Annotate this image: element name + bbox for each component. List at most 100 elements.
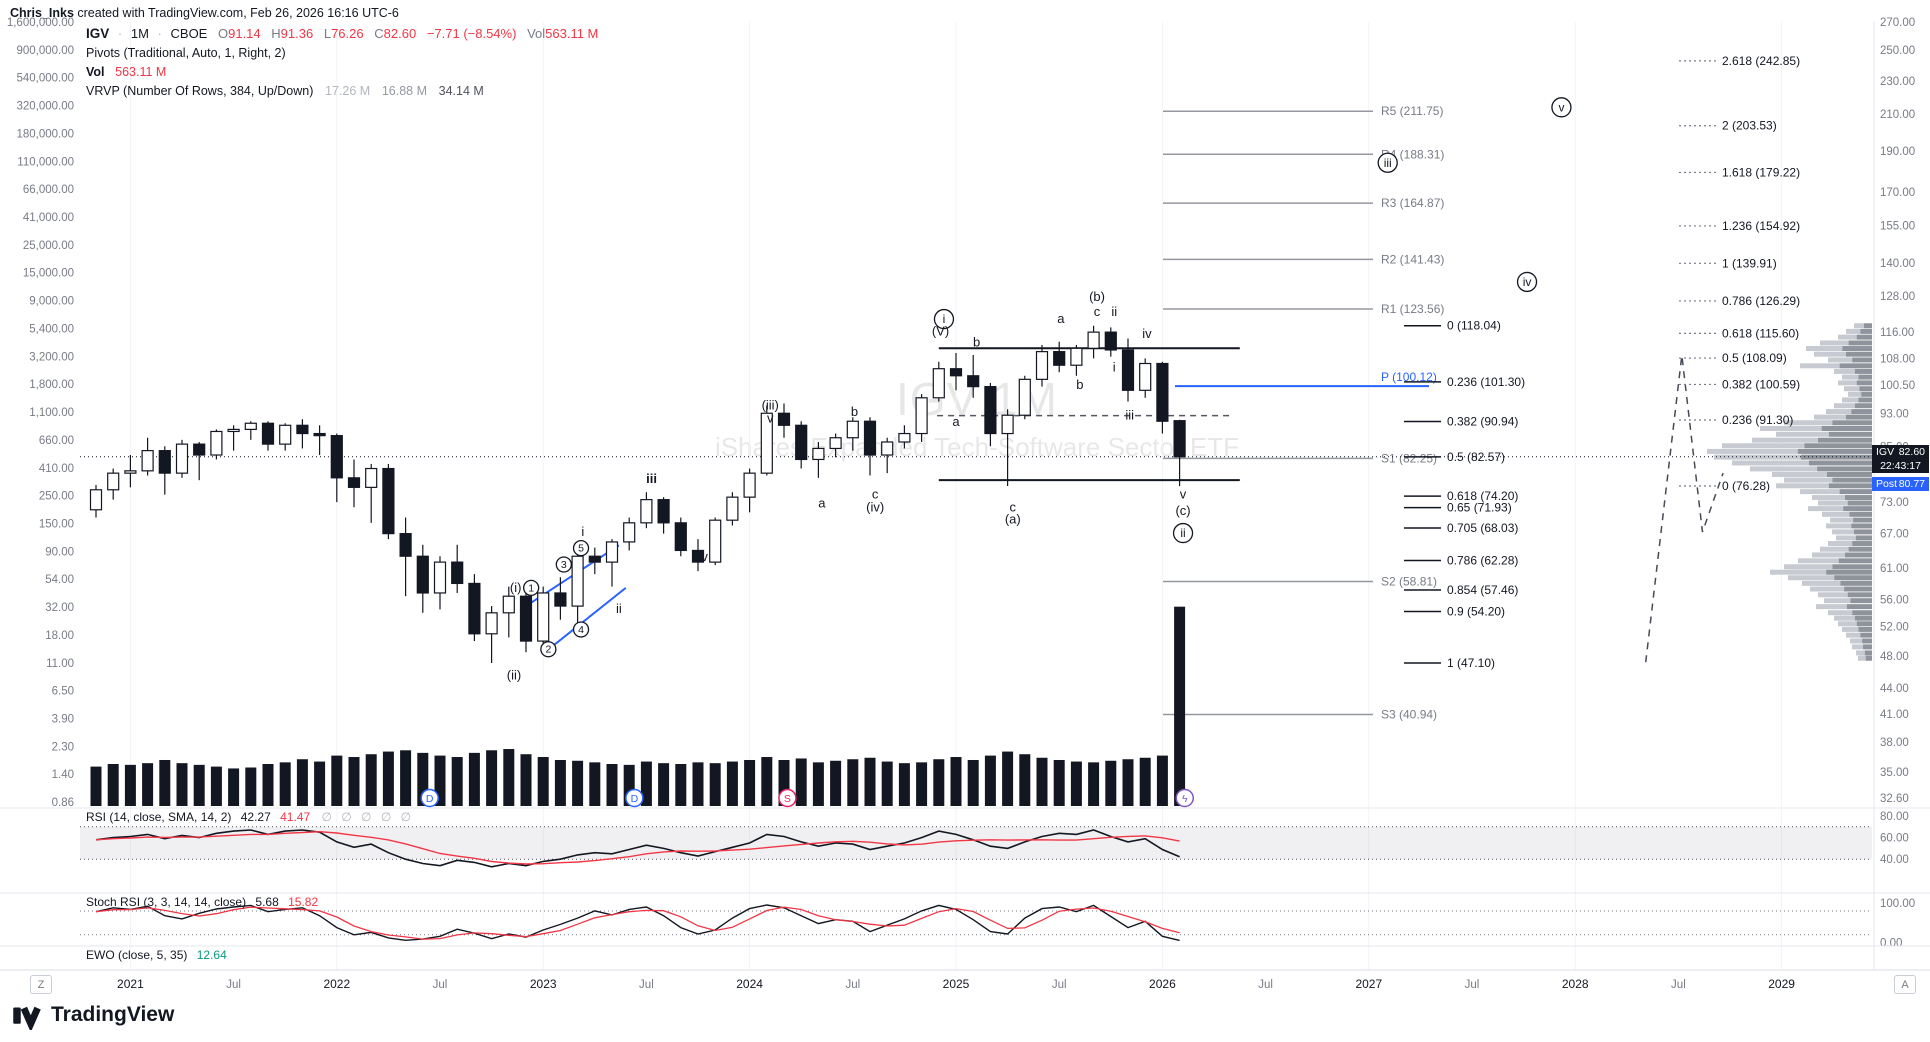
low-label: L	[323, 26, 332, 41]
interval-value[interactable]: 1M	[130, 26, 149, 41]
wave-label: ii	[1111, 304, 1117, 319]
vrvp-row	[1834, 403, 1855, 409]
time-axis-label: 2028	[1562, 977, 1589, 991]
volume-bar	[640, 761, 652, 806]
vrvp-row	[1846, 328, 1861, 334]
vrvp-row	[1832, 420, 1872, 426]
post-label: Post	[1876, 478, 1898, 490]
left-axis-label: 1,800.00	[29, 379, 74, 391]
symbol-legend: IGV · 1M · CBOE O91.14 H91.36 L76.26 C82…	[86, 24, 598, 100]
candle-body	[760, 412, 773, 474]
event-marker-letter: D	[426, 793, 434, 805]
wave-label: (i)	[510, 580, 522, 595]
candle-body	[898, 432, 911, 443]
wave-label-circle	[523, 579, 540, 597]
vrvp-row	[1845, 552, 1872, 558]
tradingview-logo-icon	[13, 1006, 41, 1030]
vrvp-row	[1832, 477, 1872, 483]
volume-bar	[726, 761, 738, 806]
left-axis-label: 3,200.00	[29, 351, 74, 363]
volume-bar	[245, 767, 257, 806]
high-value: 91.36	[280, 26, 314, 41]
volume-bar	[864, 757, 876, 806]
vrvp-row	[1854, 529, 1872, 535]
vrvp-row	[1830, 517, 1854, 523]
wave-label-circle	[1551, 97, 1572, 118]
candle-body	[915, 397, 928, 435]
candle-body	[485, 612, 498, 635]
candle-body	[967, 375, 980, 388]
rsi-label[interactable]: RSI (14, close, SMA, 14, 2)	[86, 810, 232, 824]
volume-bar	[1088, 762, 1100, 806]
stoch-rsi-label[interactable]: Stoch RSI (3, 3, 14, 14, close)	[86, 895, 247, 909]
left-axis-label: 540,000.00	[16, 73, 74, 85]
stoch-axis-label: 0.00	[1880, 938, 1902, 950]
post-market-badge[interactable]: Post 80.77	[1872, 477, 1929, 491]
right-axis-label: 270.00	[1880, 17, 1915, 29]
exchange-name[interactable]: CBOE	[170, 26, 208, 41]
ewo-label[interactable]: EWO (close, 5, 35)	[86, 948, 188, 962]
vrvp-row	[1842, 346, 1872, 352]
pivot-label: R1 (123.56)	[1381, 302, 1444, 316]
wave-label: (b)	[1089, 289, 1105, 304]
timezone-button[interactable]: Z	[30, 975, 52, 994]
vol-indicator-value: 563.11 M	[115, 65, 167, 79]
fib-ext-label: 0.236 (91.30)	[1722, 413, 1793, 427]
vrvp-row	[1800, 363, 1840, 369]
fib-ext-label: 0.5 (108.09)	[1722, 351, 1787, 365]
right-axis-label: 210.00	[1880, 109, 1915, 121]
rsi-line	[95, 829, 1180, 868]
candle-body	[726, 496, 739, 521]
symbol-name[interactable]: IGV	[86, 26, 110, 41]
vol-indicator-label[interactable]: Vol	[86, 65, 105, 79]
ewo-value: 12.64	[196, 948, 227, 962]
vrvp-row	[1828, 610, 1853, 616]
event-marker-letter: D	[631, 793, 639, 805]
candle-body	[1173, 420, 1186, 458]
left-axis-label: 11.00	[46, 658, 74, 670]
pivots-indicator-label[interactable]: Pivots (Traditional, Auto, 1, Right, 2)	[86, 46, 286, 60]
ewo-legend[interactable]: EWO (close, 5, 35) 12.64	[86, 948, 227, 962]
last-price-badge[interactable]: IGV 82.60	[1872, 445, 1929, 459]
tradingview-footer[interactable]: TradingView	[12, 1000, 174, 1030]
rsi-legend[interactable]: RSI (14, close, SMA, 14, 2) 42.27 41.47 …	[86, 810, 414, 824]
stoch-rsi-legend[interactable]: Stoch RSI (3, 3, 14, 14, close) 5.68 15.…	[86, 895, 318, 909]
wave-label: i	[581, 524, 584, 539]
vrvp-row	[1854, 323, 1864, 329]
wave-label: 2	[545, 644, 551, 656]
legend-row-vrvp[interactable]: VRVP (Number Of Rows, 384, Up/Down) 17.2…	[86, 81, 598, 100]
trend-channel-line	[544, 587, 627, 654]
volume-bar	[606, 764, 618, 806]
volume-bar	[916, 762, 928, 806]
wave-label-circle	[1516, 271, 1538, 293]
vrvp-indicator-label[interactable]: VRVP (Number Of Rows, 384, Up/Down)	[86, 84, 314, 98]
wave-label: c	[872, 487, 879, 502]
legend-row-pivots[interactable]: Pivots (Traditional, Auto, 1, Right, 2)	[86, 43, 598, 62]
legend-row-volume[interactable]: Vol 563.11 M	[86, 62, 598, 81]
vrvp-row	[1784, 564, 1833, 570]
volume-bar	[847, 759, 859, 806]
volume-bar	[537, 757, 549, 806]
volume-bar	[1105, 760, 1117, 806]
legend-row-symbol[interactable]: IGV · 1M · CBOE O91.14 H91.36 L76.26 C82…	[86, 24, 598, 43]
candle-body	[502, 595, 515, 614]
right-axis-label: 48.00	[1880, 651, 1909, 663]
vrvp-row	[1855, 535, 1872, 541]
vrvp-row	[1854, 368, 1872, 374]
fib-ext-label: 2.618 (242.85)	[1722, 54, 1800, 68]
vrvp-row	[1856, 334, 1872, 340]
volume-bar	[744, 759, 756, 806]
vrvp-row	[1852, 610, 1872, 616]
left-axis-label: 3.90	[52, 714, 74, 726]
vrvp-row	[1817, 466, 1872, 472]
auto-scale-button[interactable]: A	[1894, 975, 1916, 994]
left-axis-label: 1,600,000.00	[7, 17, 74, 29]
volume-bar	[1070, 761, 1082, 806]
volume-bar	[331, 755, 343, 806]
wave-label: 5	[578, 543, 584, 555]
vrvp-row	[1845, 351, 1872, 357]
volume-bar	[486, 750, 498, 806]
wave-label-circle	[572, 621, 590, 638]
